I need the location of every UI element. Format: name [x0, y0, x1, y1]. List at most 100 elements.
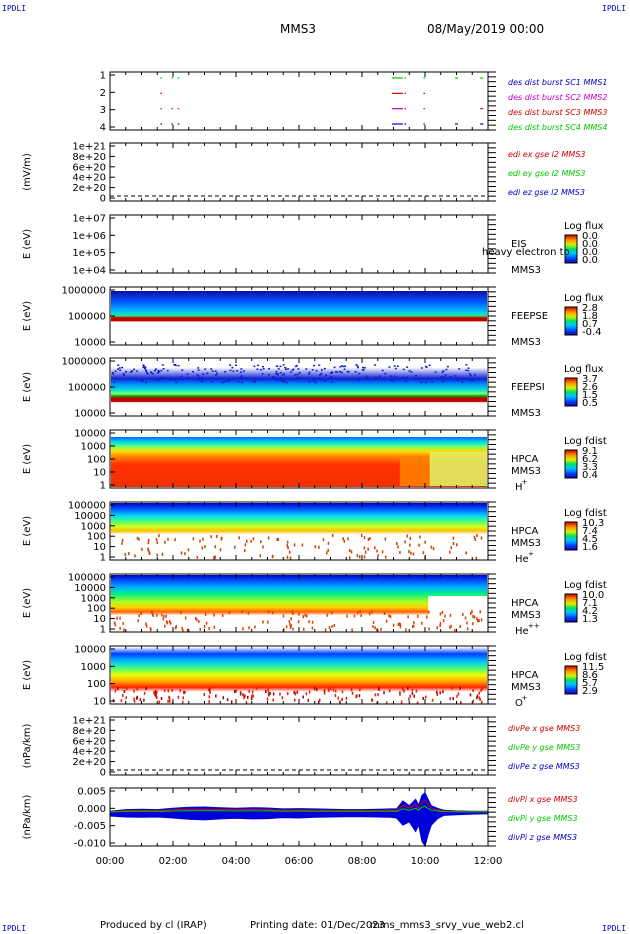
spectrogram-speck [145, 381, 148, 384]
spectrogram-speck [318, 374, 321, 376]
spectrogram-speck [405, 376, 408, 379]
spectrogram-speck [467, 369, 470, 372]
spectrogram-speck [247, 611, 250, 615]
y-tick-label: 100 [87, 532, 106, 543]
spectrogram-speck [155, 538, 158, 542]
spectrogram-speck [174, 626, 177, 630]
spectrogram-speck [425, 366, 428, 369]
spectrogram-speck [389, 379, 392, 382]
spectrogram-speck [184, 616, 187, 620]
spectrogram-speck [305, 368, 308, 370]
spectrogram-speck [160, 697, 163, 701]
footer-printing-date: Printing date: 01/Dec/2023 [250, 920, 386, 931]
spectrogram-speck [161, 613, 163, 617]
spectrogram-speck [235, 689, 237, 693]
spectrogram-speck [242, 370, 245, 372]
spectrogram-speck [204, 545, 206, 549]
y-tick-label: 100 [87, 679, 106, 690]
colorbar-tick-label: 7.1 [582, 598, 598, 609]
colorbar-tick-label: 1.3 [582, 614, 598, 625]
spectrogram-speck [461, 381, 464, 383]
spectrogram-speck [396, 542, 398, 546]
spectrogram-speck [327, 541, 330, 545]
spectrogram-speck [145, 686, 147, 690]
spectrogram-speck [472, 622, 474, 626]
spectrogram-speck [446, 365, 449, 368]
spectrogram-speck [357, 379, 360, 382]
y-tick-label: 6e+20 [72, 162, 106, 173]
spectrogram-speck [159, 377, 162, 379]
y-axis-label: E (eV) [22, 444, 33, 474]
spectrogram-speck [342, 365, 345, 368]
spectrogram-speck [135, 370, 138, 372]
spectrogram-speck [464, 616, 467, 620]
species-charge-label: + [522, 694, 528, 702]
spectrogram-speck [181, 369, 184, 371]
spectrogram-speck [237, 380, 240, 383]
spectrogram-speck [262, 368, 265, 370]
spectrogram-speck [215, 372, 218, 375]
spectrogram-speck [283, 373, 286, 375]
spectrogram-speck [228, 611, 231, 615]
legend-entry: divPi x gse MMS3 [508, 795, 578, 804]
y-tick-label: 10 [93, 614, 106, 625]
spectrogram-speck [456, 694, 458, 698]
spectrogram-speck [294, 692, 297, 696]
spectrogram-speck [476, 696, 478, 700]
spectrogram-speck [393, 365, 396, 367]
spectrogram-speck [152, 614, 154, 618]
spectrogram-speck [363, 555, 366, 559]
spectrogram-speck [114, 689, 117, 693]
spectrogram-speck [196, 555, 199, 559]
x-tick-label: 00:00 [96, 856, 125, 867]
spectrogram-speck [120, 699, 123, 703]
spectrogram-speck [412, 624, 415, 628]
spectrogram-speck [356, 365, 359, 367]
spectrogram-speck [342, 537, 344, 541]
spectrogram-speck [279, 365, 282, 368]
spectrogram-speck [377, 693, 379, 697]
spectrogram-speck [337, 696, 340, 700]
spectrogram-speck [240, 368, 243, 370]
spectrogram-speck [117, 364, 120, 366]
spectrogram-speck [397, 623, 400, 627]
spectrogram-speck [156, 541, 159, 545]
spectrogram-speck [198, 377, 201, 379]
spectrogram-speck [283, 628, 285, 632]
x-tick-label: 08:00 [348, 856, 377, 867]
spectrogram-speck [338, 370, 341, 373]
spectrogram-speck [439, 612, 442, 616]
spectrogram-speck [192, 537, 195, 541]
spectrogram-speck [439, 624, 441, 628]
spectrogram-speck [145, 370, 148, 372]
spectrogram-speck [224, 370, 227, 373]
spectrogram-speck [384, 372, 387, 375]
spectrogram-speck [279, 371, 282, 374]
spectrogram-speck [439, 621, 442, 625]
spectrogram-speck [331, 533, 334, 537]
spectrogram-speck [187, 548, 190, 552]
species-label: He [515, 626, 529, 637]
y-tick-label: 8e+20 [72, 726, 106, 737]
spectrogram-speck [351, 628, 353, 632]
spectrogram-speck [138, 537, 140, 541]
spectrogram-speck [308, 380, 311, 383]
spectrogram-speck [161, 364, 164, 366]
spectrogram-speck [155, 693, 157, 697]
spectrogram-speck [330, 375, 333, 378]
spectrogram-speck [367, 547, 369, 551]
spectrogram-speck [248, 689, 251, 693]
spectrogram-speck [350, 550, 353, 554]
y-tick-label: 4e+20 [72, 747, 106, 758]
corner-label-top-left: IPDLI [2, 4, 27, 13]
y-tick-label: 100000 [68, 312, 106, 323]
colorbar-tick-label: 7.4 [582, 526, 598, 537]
spectrogram-speck [216, 534, 218, 538]
colorbar-tick-label: 2.8 [582, 303, 598, 314]
spectrogram-speck [157, 369, 160, 372]
y-tick-label: 10000 [74, 511, 106, 522]
spectrogram-speck [167, 689, 170, 693]
spectrogram-speck [243, 696, 245, 700]
spectrogram-speck [289, 371, 292, 373]
spectrogram-speck [286, 544, 289, 548]
